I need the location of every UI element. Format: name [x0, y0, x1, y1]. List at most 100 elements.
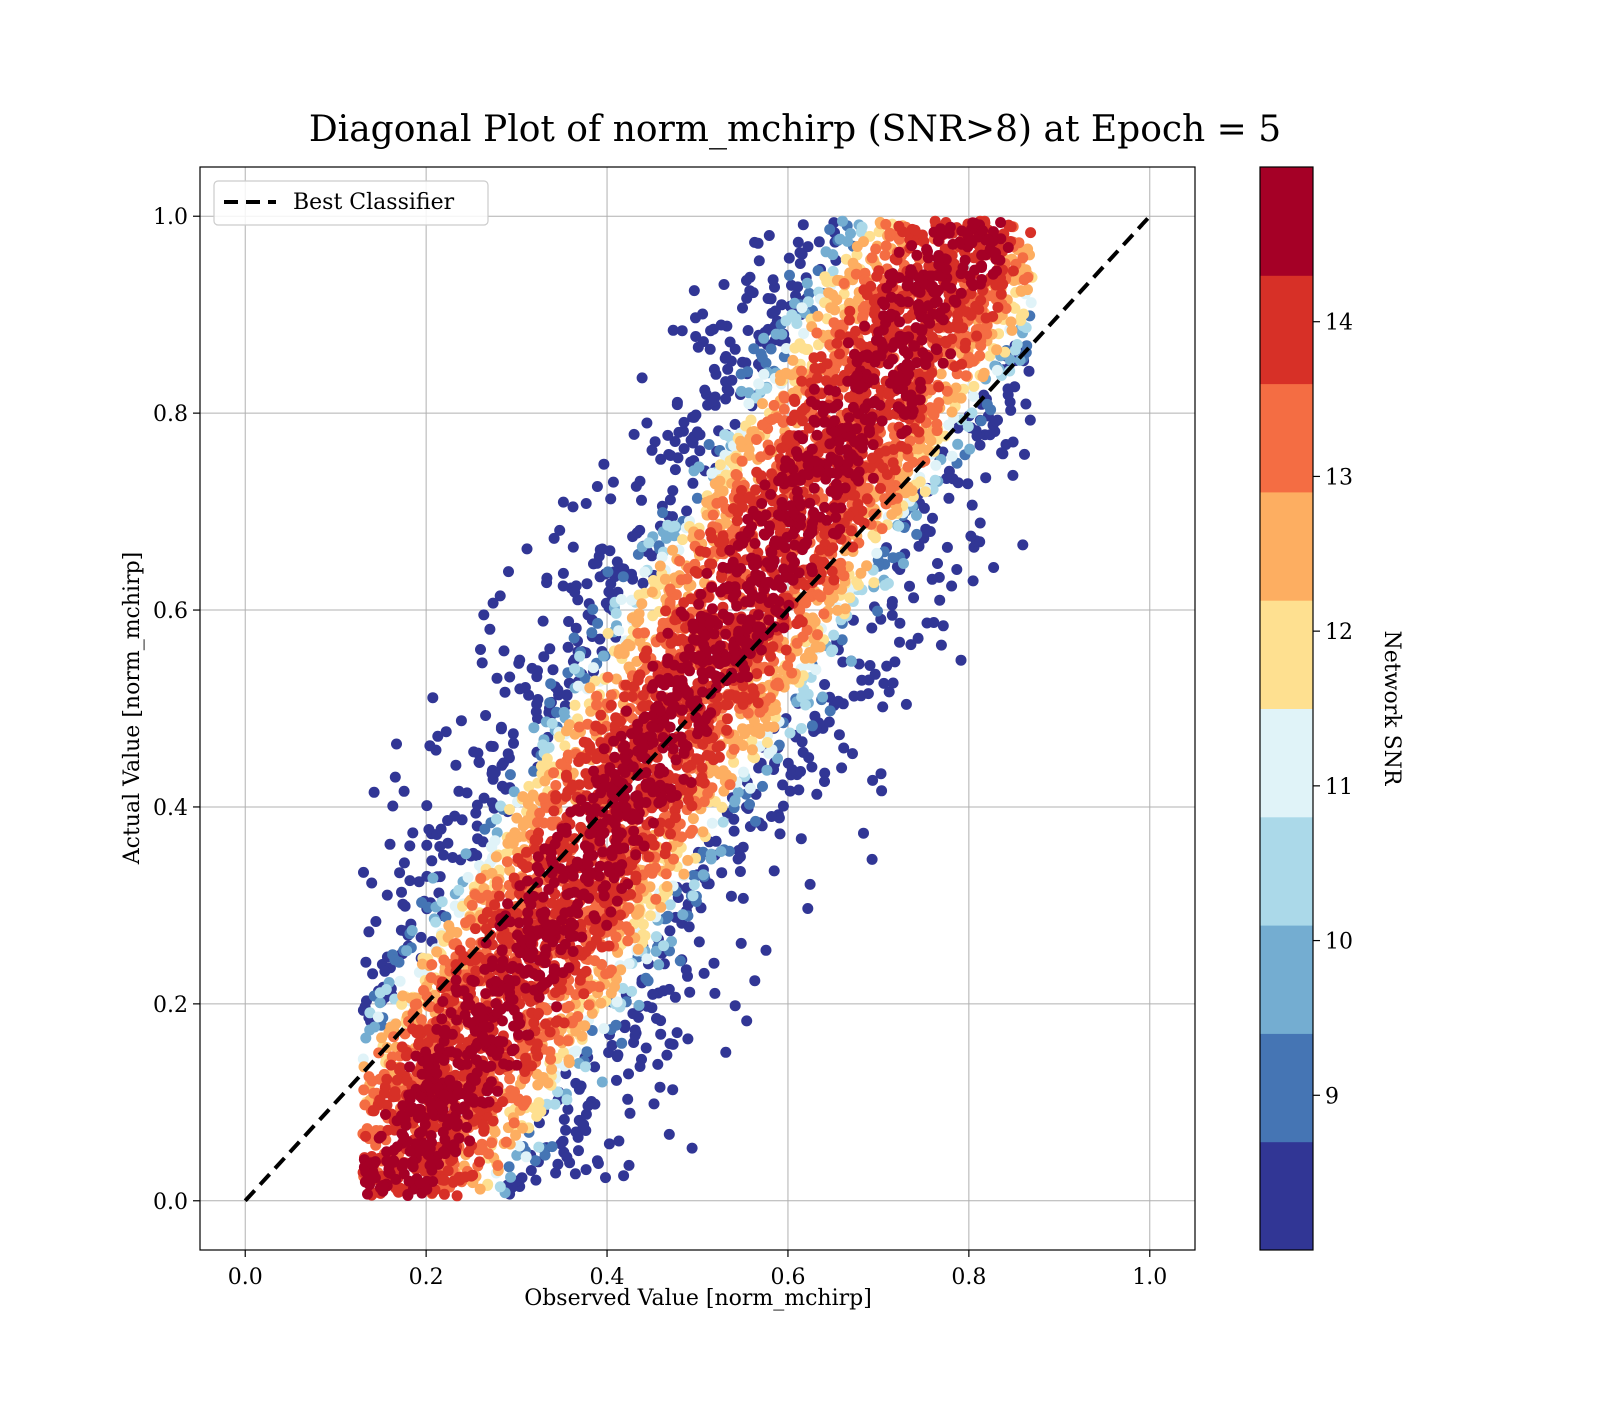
scatter-point	[589, 925, 600, 936]
scatter-point	[779, 404, 790, 415]
scatter-point	[756, 498, 767, 509]
scatter-point	[697, 762, 708, 773]
scatter-point	[673, 427, 684, 438]
scatter-point	[804, 647, 815, 658]
scatter-point	[544, 697, 555, 708]
scatter-point	[399, 857, 410, 868]
scatter-point	[789, 394, 800, 405]
scatter-point	[611, 1020, 622, 1031]
scatter-point	[726, 891, 737, 902]
scatter-point	[417, 959, 428, 970]
scatter-point	[738, 691, 749, 702]
scatter-point	[845, 228, 856, 239]
scatter-point	[781, 368, 792, 379]
scatter-point	[936, 368, 947, 379]
scatter-point	[545, 678, 556, 689]
scatter-point	[905, 639, 916, 650]
scatter-point	[661, 1050, 672, 1061]
scatter-point	[736, 938, 747, 949]
scatter-point	[1008, 437, 1019, 448]
scatter-point	[600, 1172, 611, 1183]
scatter-point	[770, 306, 781, 317]
scatter-point	[511, 813, 522, 824]
scatter-point	[564, 1057, 575, 1068]
scatter-point	[531, 699, 542, 710]
scatter-point	[559, 1114, 570, 1125]
scatter-point	[872, 606, 883, 617]
scatter-point	[796, 366, 807, 377]
scatter-point	[688, 813, 699, 824]
scatter-point	[667, 1084, 678, 1095]
scatter-point	[732, 470, 743, 481]
scatter-point	[796, 723, 807, 734]
chart-title: Diagonal Plot of norm_mchirp (SNR>8) at …	[309, 109, 1281, 150]
scatter-point	[807, 720, 818, 731]
scatter-point	[621, 921, 632, 932]
scatter-point	[554, 525, 565, 536]
scatter-point	[943, 493, 954, 504]
scatter-point	[721, 725, 732, 736]
scatter-point	[858, 828, 869, 839]
scatter-point	[678, 869, 689, 880]
scatter-point	[766, 344, 777, 355]
scatter-point	[475, 1184, 486, 1195]
scatter-point	[616, 1038, 627, 1049]
scatter-point	[596, 959, 607, 970]
scatter-point	[798, 343, 809, 354]
scatter-point	[664, 1129, 675, 1140]
scatter-point	[665, 1038, 676, 1049]
scatter-point	[718, 486, 729, 497]
scatter-point	[947, 407, 958, 418]
scatter-point	[835, 234, 846, 245]
scatter-point	[581, 1164, 592, 1175]
scatter-point	[690, 566, 701, 577]
scatter-point	[809, 384, 820, 395]
scatter-point	[573, 756, 584, 767]
scatter-point	[837, 216, 848, 227]
scatter-point	[787, 355, 798, 366]
scatter-point	[930, 475, 941, 486]
scatter-point	[461, 848, 472, 859]
scatter-point	[486, 1137, 497, 1148]
scatter-point	[489, 899, 500, 910]
scatter-point	[647, 610, 658, 621]
scatter-point	[839, 278, 850, 289]
scatter-point	[856, 675, 867, 686]
scatter-point	[477, 657, 488, 668]
scatter-point	[784, 270, 795, 281]
scatter-point	[947, 451, 958, 462]
scatter-point	[811, 328, 822, 339]
scatter-point	[725, 779, 736, 790]
scatter-point	[936, 640, 947, 651]
scatter-point	[800, 700, 811, 711]
scatter-point	[597, 544, 608, 555]
scatter-point	[602, 672, 613, 683]
scatter-point	[608, 477, 619, 488]
scatter-point	[725, 337, 736, 348]
scatter-point	[744, 799, 755, 810]
scatter-point	[687, 1143, 698, 1154]
scatter-point	[397, 899, 408, 910]
scatter-point	[397, 1041, 408, 1052]
scatter-point	[592, 558, 603, 569]
scatter-point	[700, 547, 711, 558]
scatter-point	[394, 957, 405, 968]
scatter-point	[474, 757, 485, 768]
scatter-point	[631, 617, 642, 628]
scatter-point	[765, 445, 776, 456]
scatter-point	[670, 464, 681, 475]
scatter-point	[733, 854, 744, 865]
scatter-point	[455, 945, 466, 956]
scatter-point	[818, 608, 829, 619]
scatter-point	[391, 739, 402, 750]
scatter-point	[868, 577, 879, 588]
scatter-point	[985, 429, 996, 440]
scatter-point	[658, 985, 669, 996]
scatter-point	[604, 1138, 615, 1149]
scatter-point	[741, 1015, 752, 1026]
scatter-point	[632, 628, 643, 639]
scatter-point	[513, 658, 524, 669]
scatter-point	[695, 429, 706, 440]
scatter-point	[559, 707, 570, 718]
scatter-point	[925, 435, 936, 446]
